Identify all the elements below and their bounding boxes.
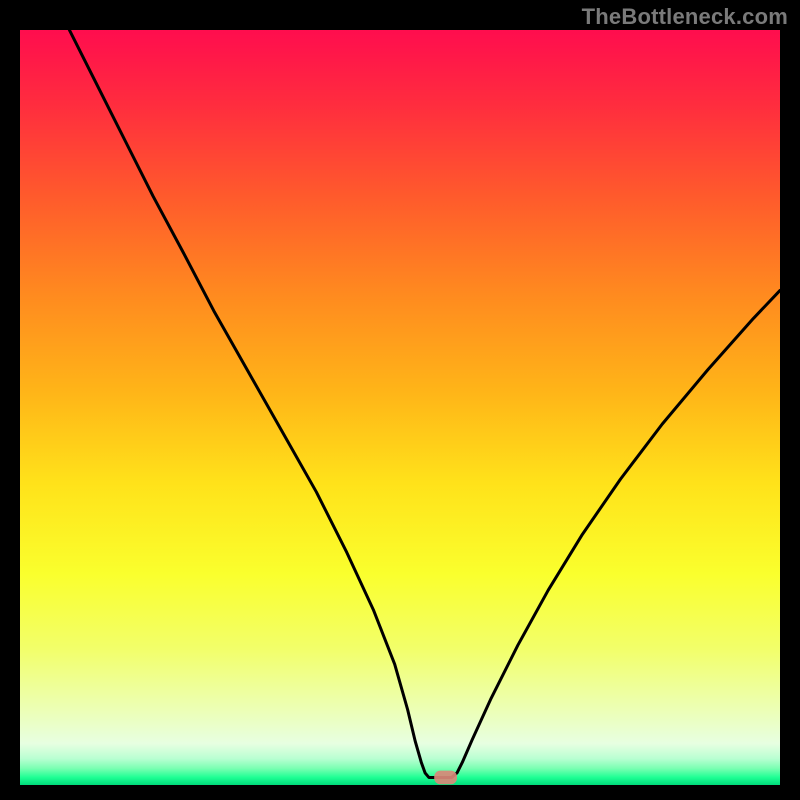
chart-frame: TheBottleneck.com [0,0,800,800]
chart-background [20,30,780,785]
plot-area [20,30,780,785]
chart-svg [20,30,780,785]
watermark-text: TheBottleneck.com [582,4,788,30]
minimum-marker [434,771,457,785]
